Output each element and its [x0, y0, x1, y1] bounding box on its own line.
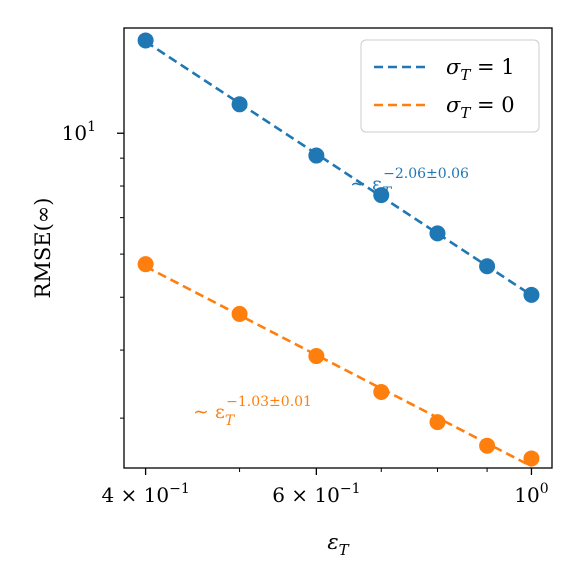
data-point-2-4 — [373, 384, 390, 401]
x-tick-label-3: 100 — [514, 481, 548, 507]
axis-ticks: 4 × 10−1 6 × 10−1 100 101 — [62, 119, 549, 507]
legend-box — [360, 39, 540, 133]
data-point-1-4 — [373, 187, 390, 204]
data-point-1-5 — [429, 225, 446, 242]
x-tick-label-1: 4 × 10−1 — [101, 481, 189, 507]
fit-annotation-2: ∼ εT−1.03±0.01 — [193, 394, 312, 429]
data-point-1-6 — [479, 258, 496, 275]
x-axis-label: εT — [327, 530, 349, 559]
data-point-2-3 — [308, 348, 325, 365]
y-axis-label: RMSE(∞) — [31, 198, 55, 299]
x-tick-label-2: 6 × 10−1 — [272, 481, 360, 507]
plot-frame — [123, 27, 553, 469]
data-point-2-2 — [231, 305, 248, 322]
fit-line-2 — [145, 265, 533, 468]
data-point-1-3 — [308, 147, 325, 164]
fit-annotation-1: ∼ εT−2.06±0.06 — [350, 166, 469, 201]
data-point-1-2 — [231, 96, 248, 113]
data-point-2-1 — [137, 256, 154, 273]
data-point-1-1 — [137, 32, 154, 49]
legend-label-1: σT = 1 — [446, 55, 515, 84]
data-point-1-7 — [523, 286, 540, 303]
data-point-2-7 — [523, 450, 540, 467]
plot-area: ∼ εT−2.06±0.06 ∼ εT−1.03±0.01 — [137, 32, 540, 468]
legend: σT = 1 σT = 0 — [360, 39, 540, 133]
data-point-2-5 — [429, 414, 446, 431]
legend-label-2: σT = 0 — [446, 93, 515, 122]
fit-line-1 — [144, 40, 533, 297]
data-point-2-6 — [479, 437, 496, 454]
y-tick-label-1: 101 — [62, 119, 96, 145]
